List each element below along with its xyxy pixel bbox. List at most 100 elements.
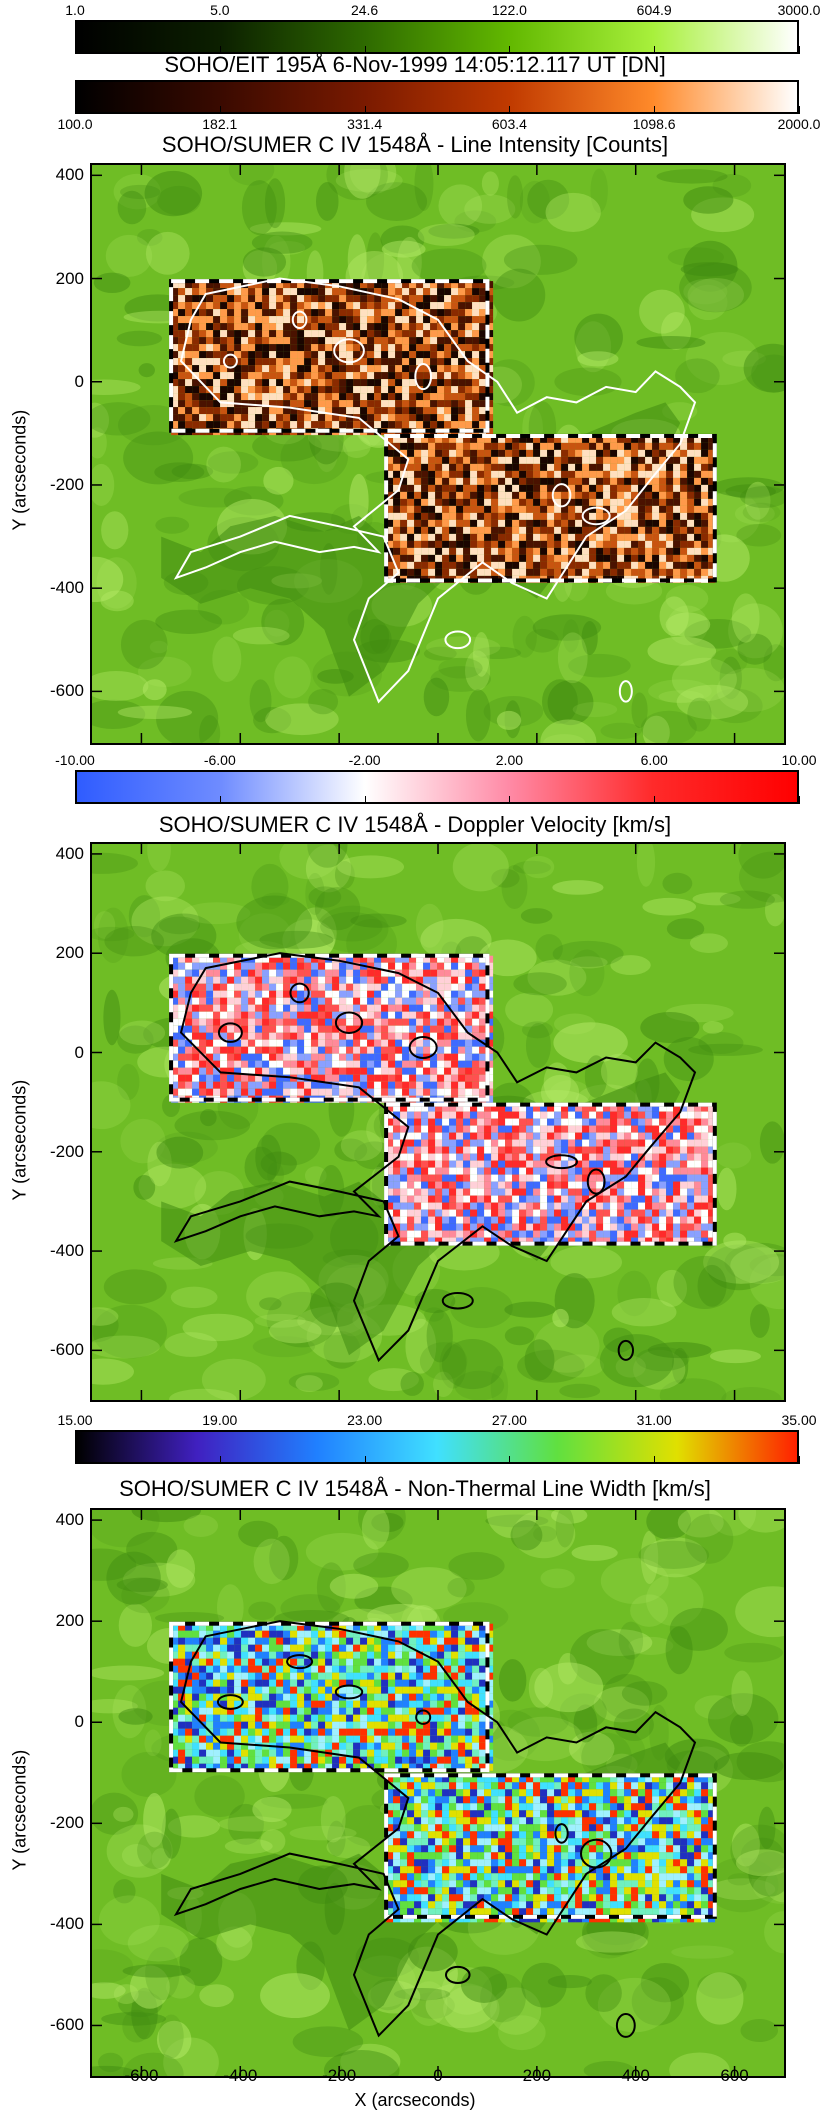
doppler-colorbar-tick bbox=[75, 796, 76, 804]
contour-blob bbox=[286, 1654, 314, 1670]
intensity-colorbar-tick bbox=[219, 106, 221, 114]
raster-north-border-dash bbox=[169, 279, 490, 433]
y-tick-label: 200 bbox=[55, 1611, 84, 1631]
contour-blob bbox=[415, 1709, 432, 1725]
contour-blob bbox=[545, 1154, 579, 1170]
nonthermal-map bbox=[92, 1510, 784, 2076]
y-tick-label: -200 bbox=[49, 474, 84, 494]
raster-north-border-dash bbox=[169, 1621, 490, 1773]
contour-blob bbox=[615, 2012, 636, 2038]
eit-colorbar-tick-label: 3000.0 bbox=[777, 2, 821, 18]
contour-blob bbox=[334, 1011, 364, 1034]
intensity-colorbar-tick bbox=[75, 106, 76, 114]
doppler-colorbar-tick bbox=[219, 796, 221, 804]
intensity-colorbar-tick bbox=[799, 106, 800, 114]
magnetic-contour bbox=[173, 1620, 697, 2038]
y-tick-label: -200 bbox=[49, 1141, 84, 1161]
contour-blob bbox=[618, 680, 633, 703]
raster-south-pixels bbox=[386, 435, 716, 583]
contour-blob bbox=[217, 1022, 243, 1043]
y-tick-label: 200 bbox=[55, 268, 84, 288]
intensity-map bbox=[92, 165, 784, 743]
eit-colorbar-tick-label: 604.9 bbox=[636, 2, 672, 18]
doppler-colorbar-tick bbox=[509, 796, 511, 804]
raster-north-pixels bbox=[171, 955, 494, 1103]
doppler-colorbar-tick-label: 2.00 bbox=[495, 752, 524, 768]
y-tick-label: -400 bbox=[49, 1914, 84, 1934]
nonthermal-colorbar-tick bbox=[364, 1456, 366, 1464]
y-tick-label: -400 bbox=[49, 578, 84, 598]
intensity-colorbar-tick bbox=[654, 106, 656, 114]
magnetic-contour bbox=[173, 952, 697, 1363]
x-tick-label: 600 bbox=[720, 2066, 749, 2085]
contour-blob bbox=[414, 363, 433, 391]
contour-blob bbox=[291, 310, 308, 330]
y-axis-label-3: Y (arcseconds) bbox=[9, 1749, 30, 1871]
contour-blob bbox=[444, 630, 472, 650]
nonthermal-panel bbox=[90, 1508, 786, 2078]
intensity-colorbar bbox=[75, 80, 799, 114]
intensity-colorbar-tick-label: 331.4 bbox=[347, 116, 383, 132]
nonthermal-colorbar-tick-label: 27.00 bbox=[491, 1412, 527, 1428]
contour-blob bbox=[334, 1684, 364, 1700]
nonthermal-colorbar-tick-label: 31.00 bbox=[636, 1412, 672, 1428]
y-tick-label: 400 bbox=[55, 165, 84, 185]
doppler-colorbar-tick-label: -2.00 bbox=[348, 752, 381, 768]
eit-title: SOHO/EIT 195Å 6-Nov-1999 14:05:12.117 UT… bbox=[164, 52, 666, 77]
contour-blob bbox=[579, 1838, 613, 1869]
eit-colorbar-tick bbox=[654, 46, 656, 54]
nonthermal-colorbar bbox=[75, 1430, 799, 1464]
nonthermal-colorbar-tick-label: 35.00 bbox=[781, 1412, 817, 1428]
doppler-colorbar-tick bbox=[654, 796, 656, 804]
eit-colorbar-tick bbox=[75, 46, 76, 54]
doppler-colorbar-tick bbox=[799, 796, 800, 804]
eit-colorbar bbox=[75, 20, 799, 54]
magnetic-contour bbox=[173, 277, 697, 704]
doppler-colorbar-tick bbox=[364, 796, 366, 804]
nonthermal-colorbar-tick-label: 15.00 bbox=[57, 1412, 93, 1428]
eit-colorbar-tick-label: 1.0 bbox=[65, 2, 85, 18]
y-tick-label: 0 bbox=[74, 1042, 84, 1062]
y-tick-label: -200 bbox=[49, 1813, 84, 1833]
contour-blob bbox=[222, 353, 238, 369]
y-tick-label: -600 bbox=[49, 2015, 84, 2035]
raster-south-border-dash bbox=[384, 433, 717, 583]
y-tick-label: -400 bbox=[49, 1241, 84, 1261]
eit-colorbar-tick bbox=[219, 46, 221, 54]
doppler-title: SOHO/SUMER C IV 1548Å - Doppler Velocity… bbox=[158, 812, 672, 837]
contour-blob bbox=[441, 1291, 474, 1310]
eit-colorbar-tick bbox=[509, 46, 511, 54]
raster-south-border-dash bbox=[384, 1773, 717, 1919]
x-tick-label: 400 bbox=[621, 2066, 650, 2085]
doppler-panel bbox=[90, 842, 786, 1402]
raster-south-pixels bbox=[386, 1775, 716, 1923]
contour-blob bbox=[581, 506, 611, 526]
nonthermal-colorbar-tick bbox=[509, 1456, 511, 1464]
doppler-colorbar-tick-label: 10.00 bbox=[781, 752, 817, 768]
y-tick-label: -600 bbox=[49, 1340, 84, 1360]
doppler-colorbar-tick-label: 6.00 bbox=[640, 752, 668, 768]
x-tick-label: 0 bbox=[433, 2066, 443, 2085]
y-tick-label: 200 bbox=[55, 943, 84, 963]
raster-north-pixels bbox=[171, 281, 494, 436]
eit-colorbar-tick-label: 122.0 bbox=[491, 2, 527, 18]
nonthermal-title: SOHO/SUMER C IV 1548Å - Non-Thermal Line… bbox=[119, 1476, 711, 1501]
eit-colorbar-tick-label: 5.0 bbox=[210, 2, 230, 18]
contour-blob bbox=[408, 1036, 438, 1060]
intensity-colorbar-tick bbox=[364, 106, 366, 114]
nonthermal-colorbar-tick-label: 23.00 bbox=[347, 1412, 383, 1428]
doppler-map bbox=[92, 844, 784, 1400]
doppler-colorbar-tick-label: -6.00 bbox=[203, 752, 236, 768]
y-tick-label: 400 bbox=[55, 1510, 84, 1530]
y-axis-label-2: Y (arcseconds) bbox=[9, 1079, 30, 1201]
doppler-colorbar bbox=[75, 770, 799, 804]
contour-blob bbox=[586, 1168, 606, 1195]
x-tick-label: -200 bbox=[322, 2066, 357, 2085]
nonthermal-colorbar-tick bbox=[75, 1456, 76, 1464]
contour-blob bbox=[617, 1339, 635, 1361]
y-axis-label-1: Y (arcseconds) bbox=[9, 409, 30, 531]
y-tick-label: 0 bbox=[74, 371, 84, 391]
y-tick-label: -600 bbox=[49, 681, 84, 701]
raster-south-border-dash bbox=[384, 1102, 717, 1246]
nonthermal-colorbar-tick-label: 19.00 bbox=[202, 1412, 238, 1428]
